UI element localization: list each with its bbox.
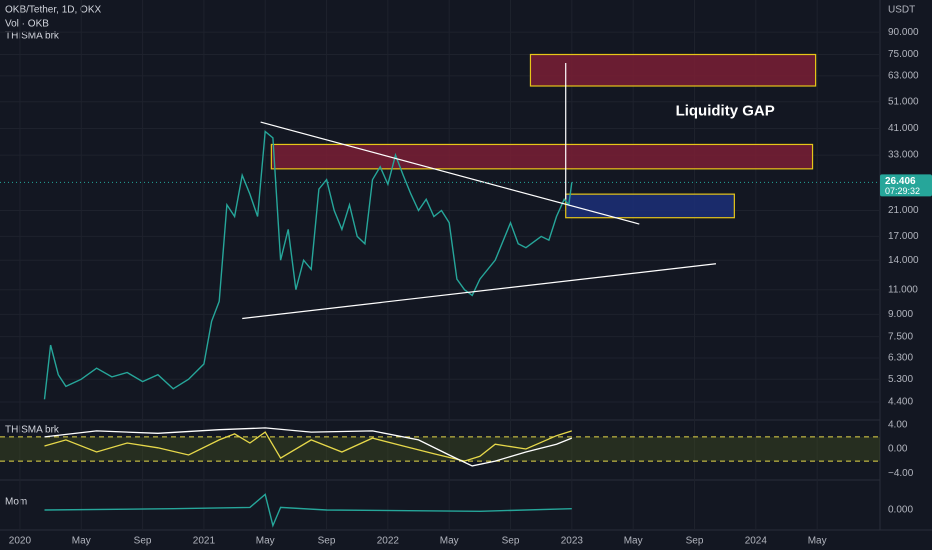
pane-title: Mom [5, 497, 27, 508]
y-tick-label: 5.300 [888, 374, 913, 385]
chart-title: OKB/Tether, 1D, OKX [5, 5, 101, 16]
x-tick-label: 2022 [377, 536, 400, 547]
x-tick-label: Sep [134, 536, 152, 547]
x-tick-label: May [72, 536, 91, 547]
x-tick-label: 2020 [9, 536, 32, 547]
x-tick-label: Sep [502, 536, 520, 547]
indicator-label: Vol · OKB [5, 19, 49, 30]
x-tick-label: 2024 [745, 536, 768, 547]
y-tick-label: 6.300 [888, 353, 913, 364]
x-tick-label: May [624, 536, 643, 547]
y-tick-label: −4.00 [888, 468, 914, 479]
y-tick-label: 11.000 [888, 284, 918, 295]
level-band [0, 436, 880, 462]
y-tick-label: 0.000 [888, 505, 913, 516]
annotation: Liquidity GAP [676, 103, 775, 120]
y-tick-label: 21.000 [888, 205, 919, 216]
y-tick-label: 14.000 [888, 255, 919, 266]
price-line [44, 493, 572, 528]
x-tick-label: 2021 [193, 536, 216, 547]
x-tick-label: 2023 [561, 536, 584, 547]
series-line [44, 427, 573, 467]
y-tick-label: 17.000 [888, 231, 919, 242]
x-tick-label: Sep [686, 536, 704, 547]
x-tick-label: May [256, 536, 275, 547]
countdown-label: 07:29:32 [885, 186, 920, 196]
y-tick-label: 4.400 [888, 397, 913, 408]
price-line [43, 130, 573, 400]
y-tick-label: 0.00 [888, 444, 908, 455]
last-price-label: 26.406 [885, 176, 916, 187]
zone [529, 53, 817, 87]
y-tick-label: 41.000 [888, 123, 919, 134]
trendline [260, 121, 640, 225]
x-tick-label: May [440, 536, 459, 547]
y-tick-label: 75.000 [888, 49, 919, 60]
y-tick-label: 9.000 [888, 309, 913, 320]
series-line [44, 430, 572, 462]
pane-title: THISMA brk [5, 425, 60, 436]
y-tick-label: 51.000 [888, 96, 919, 107]
y-tick-label: 4.00 [888, 419, 908, 430]
y-tick-label: 33.000 [888, 150, 919, 161]
zone [565, 193, 735, 219]
y-axis-label: USDT [888, 5, 915, 16]
indicator-label: THISMA brk [5, 31, 60, 42]
last-price-box [880, 174, 932, 197]
x-tick-label: Sep [318, 536, 336, 547]
y-tick-label: 90.000 [888, 27, 919, 38]
y-tick-label: 7.500 [888, 331, 913, 342]
y-tick-label: 63.000 [888, 71, 919, 82]
x-tick-label: May [808, 536, 827, 547]
zone [270, 143, 814, 170]
trendline [242, 263, 717, 320]
